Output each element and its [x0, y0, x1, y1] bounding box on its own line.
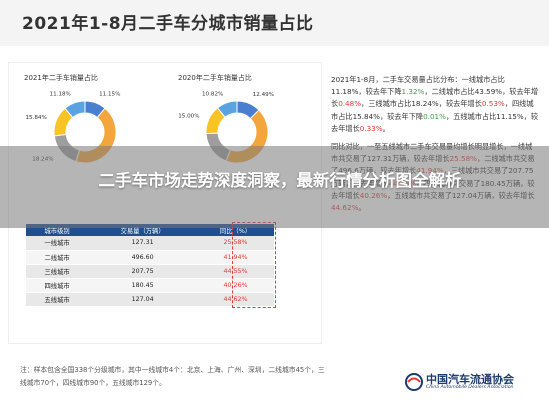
- donut-2020-data-label: 12.49%: [253, 92, 274, 98]
- share-text-run: 1.32%: [401, 87, 425, 97]
- banner-title: 二手车市场走势深度洞察，最新行情分析图全解析: [98, 171, 462, 190]
- logo-name-cn: 中国汽车流通协会: [426, 373, 514, 386]
- table-cell: 44.55%: [197, 264, 274, 280]
- table-row: 一线城市 127.31 25.58%: [26, 236, 274, 251]
- table-cell: 127.04: [88, 292, 198, 308]
- donut-2021-slice: [64, 100, 86, 119]
- table-cell: 二线城市: [26, 250, 89, 265]
- donut-2020-slice: [216, 100, 238, 118]
- cada-logo: 中国汽车流通协会 China Automobile Dealers Associ…: [404, 370, 544, 396]
- table-cell: 41.94%: [197, 250, 274, 265]
- table-row: 四线城市 180.45 40.26%: [26, 278, 274, 294]
- table-cell: 127.31: [88, 236, 198, 251]
- cada-logo-icon: [405, 373, 423, 391]
- table-row: 二线城市 496.60 41.94%: [26, 250, 274, 265]
- title-banner-overlay: [0, 146, 549, 228]
- yoy-highlight-box: [232, 222, 276, 308]
- share-text-run: ，五线城市占比11.15%，较去年增长: [331, 111, 539, 133]
- footnote: 注：样本包含全国338个分级城市，其中一线城市4个：北京、上海、广州、深圳，二线…: [20, 364, 380, 390]
- table-cell: 180.45: [88, 278, 198, 294]
- donut-2021-title: 2021年二手车销量占比: [24, 74, 98, 82]
- share-text-run: 0.53%: [481, 99, 505, 109]
- table-cell: 207.75: [88, 264, 198, 280]
- footnote-line: 注：样本包含全国338个分级城市，其中一线城市4个：北京、上海、广州、深圳，二线…: [20, 366, 325, 374]
- table-cell: 44.62%: [197, 292, 274, 308]
- footnote-line: 线城市70个，四线城市90个，五线城市129个。: [20, 379, 166, 387]
- share-text-run: ，二线城市占比43.59%，较去年增长: [331, 87, 539, 109]
- donut-2021-data-label: 11.15%: [99, 91, 120, 97]
- table-cell: 40.26%: [197, 278, 274, 294]
- table-cell: 25.58%: [197, 236, 274, 251]
- table-cell: 五线城市: [26, 292, 89, 308]
- donut-2021-data-label: 15.84%: [25, 115, 46, 121]
- analysis-paragraph-share: 2021年1-8月，二手车交易量占比分布：一线城市占比11.18%，较去年下降1…: [331, 74, 539, 135]
- city-sales-table: 城市级别 交易量（万辆） 同比（%） 一线城市 127.31 25.58% 二线…: [26, 224, 274, 308]
- table-row: 三线城市 207.75 44.55%: [26, 264, 274, 280]
- logo-name-en: China Automobile Dealers Association: [426, 385, 514, 390]
- share-text-run: 。: [382, 123, 390, 133]
- table-cell: 496.60: [88, 250, 198, 265]
- table-cell: 一线城市: [26, 236, 89, 251]
- table-cell: 三线城市: [26, 264, 89, 280]
- header-bar: 2021年1-8月二手车分城市销量占比: [0, 0, 549, 46]
- page-title: 2021年1-8月二手车分城市销量占比: [22, 14, 314, 34]
- share-text-run: 0.33%: [359, 123, 383, 133]
- share-text-run: ，三线城市占比18.24%，较去年增长: [361, 99, 482, 109]
- donut-2020-data-label: 15.00%: [178, 113, 199, 119]
- table-cell: 四线城市: [26, 278, 89, 294]
- share-text-run: 0.48%: [338, 99, 362, 109]
- share-text-run: 0.01%: [423, 111, 446, 121]
- table-row: 五线城市 127.04 44.62%: [26, 292, 274, 308]
- share-text-run: ，四线城市占比15.84%，较去年下降: [331, 99, 534, 121]
- donut-2020-title: 2020年二手车销量占比: [178, 74, 252, 82]
- donut-2020-data-label: 10.82%: [202, 91, 223, 97]
- donut-2021-data-label: 11.18%: [50, 92, 71, 98]
- share-text-run: 2021年1-8月，二手车交易量占比分布：一线城市占比11.18%，较去年下降: [331, 75, 505, 97]
